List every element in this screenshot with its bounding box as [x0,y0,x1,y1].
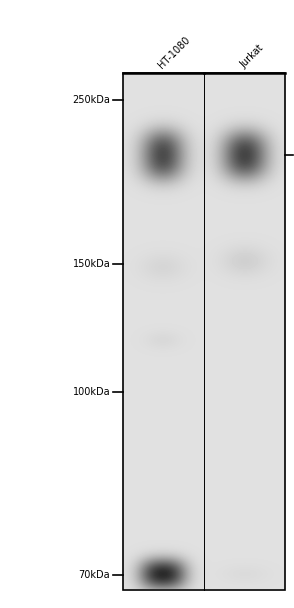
Text: HT-1080: HT-1080 [156,34,192,70]
Text: 70kDa: 70kDa [78,570,110,579]
Text: Jurkat: Jurkat [238,43,266,70]
Text: 250kDa: 250kDa [72,95,110,105]
Text: 150kDa: 150kDa [73,260,110,269]
Bar [123,73,285,590]
Text: 100kDa: 100kDa [73,387,110,397]
